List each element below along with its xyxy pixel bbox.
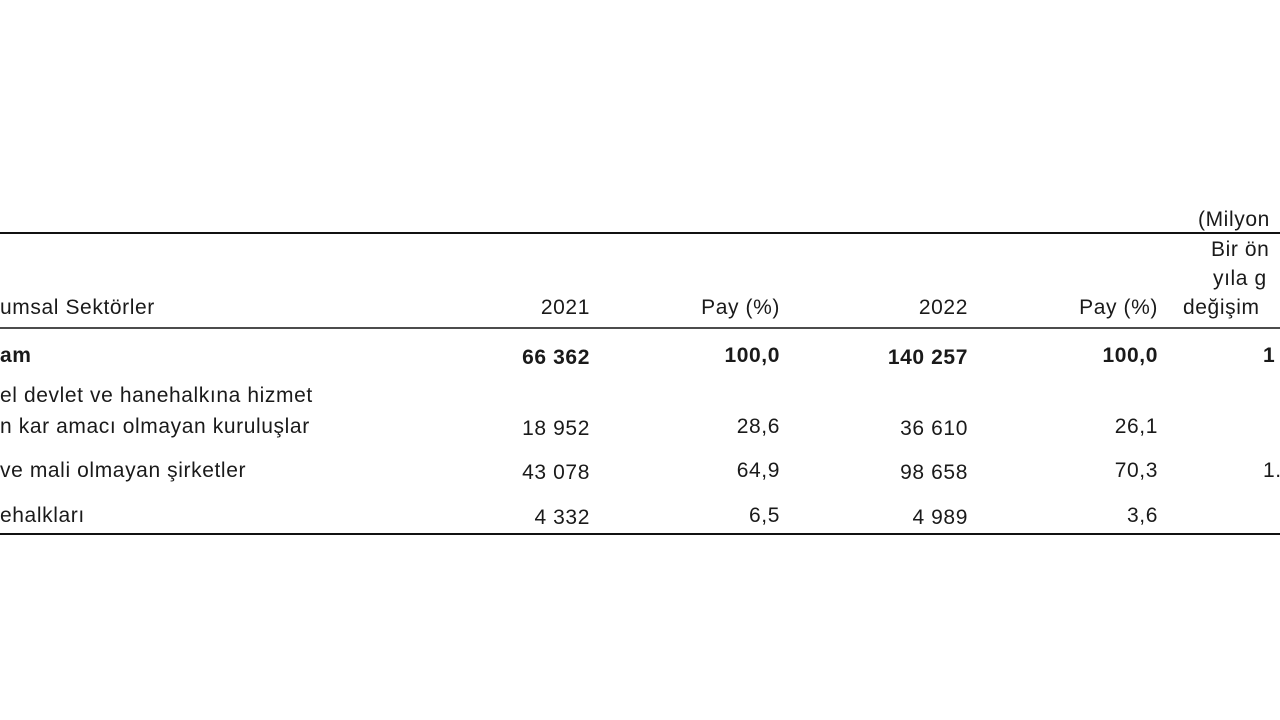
cell: 18 952 xyxy=(522,417,590,440)
cell: 36 610 xyxy=(900,417,968,440)
cell: 100,0 xyxy=(724,344,780,367)
cell: 100,0 xyxy=(1102,344,1158,367)
change-cell: 1. xyxy=(1263,459,1280,482)
row-label: ve mali olmayan şirketler xyxy=(0,459,246,482)
change-header: Bir ön xyxy=(1211,238,1269,261)
cell: 4 989 xyxy=(912,506,968,529)
row-label: n kar amacı olmayan kuruluşlar xyxy=(0,415,310,438)
cell: 140 257 xyxy=(888,346,968,369)
cell: 3,6 xyxy=(1127,504,1158,527)
cell: 66 362 xyxy=(522,346,590,369)
cell: 43 078 xyxy=(522,461,590,484)
change-cell: 1 xyxy=(1263,344,1275,367)
cell: 6,5 xyxy=(749,504,780,527)
cell: 64,9 xyxy=(737,459,780,482)
cell: 28,6 xyxy=(737,415,780,438)
row-label: el devlet ve hanehalkına hizmet xyxy=(0,384,313,407)
column-header: Pay (%) xyxy=(701,296,780,319)
change-header: değişim xyxy=(1183,296,1260,319)
cell: 70,3 xyxy=(1115,459,1158,482)
cell: 98 658 xyxy=(900,461,968,484)
column-header: 2022 xyxy=(919,296,968,319)
unit-note: (Milyon xyxy=(1198,208,1270,231)
change-header: yıla g xyxy=(1213,267,1267,290)
header-label: umsal Sektörler xyxy=(0,296,155,319)
cell: 26,1 xyxy=(1115,415,1158,438)
cell: 4 332 xyxy=(534,506,590,529)
column-header: 2021 xyxy=(541,296,590,319)
row-label: am xyxy=(0,344,32,367)
column-header: Pay (%) xyxy=(1079,296,1158,319)
row-label: ehalkları xyxy=(0,504,85,527)
